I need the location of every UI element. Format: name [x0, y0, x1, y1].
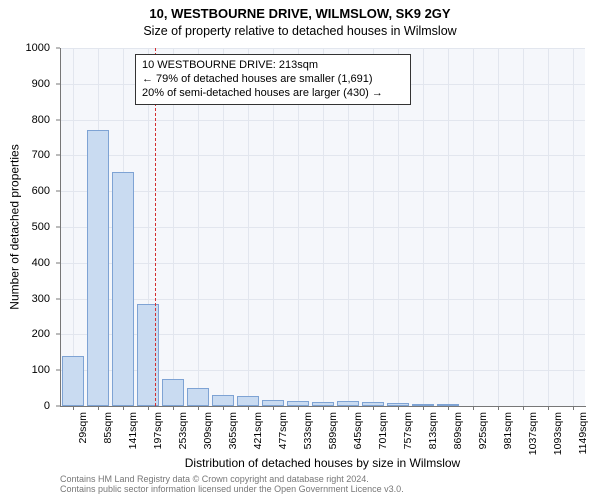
x-tick-label: 925sqm: [477, 412, 489, 449]
y-tick-label: 600: [0, 185, 50, 197]
annotation-box: 10 WESTBOURNE DRIVE: 213sqm← 79% of deta…: [135, 54, 411, 105]
y-tick-label: 400: [0, 257, 50, 269]
histogram-bar: [187, 388, 209, 406]
histogram-bar: [162, 379, 184, 406]
histogram-bar: [62, 356, 84, 406]
x-tick-label: 701sqm: [377, 412, 389, 449]
x-tick-label: 421sqm: [252, 412, 264, 449]
chart-container: 10, WESTBOURNE DRIVE, WILMSLOW, SK9 2GY …: [0, 0, 600, 500]
x-tick-label: 869sqm: [452, 412, 464, 449]
x-tick-label: 589sqm: [327, 412, 339, 449]
histogram-bar: [87, 130, 109, 406]
y-tick-label: 300: [0, 293, 50, 305]
y-tick-label: 200: [0, 328, 50, 340]
x-tick-label: 309sqm: [202, 412, 214, 449]
y-tick-label: 100: [0, 364, 50, 376]
x-tick-label: 757sqm: [402, 412, 414, 449]
x-tick-label: 813sqm: [427, 412, 439, 449]
x-tick-label: 141sqm: [127, 412, 139, 449]
histogram-bar: [212, 395, 234, 406]
plot-area: 10 WESTBOURNE DRIVE: 213sqm← 79% of deta…: [60, 48, 585, 406]
y-tick-label: 1000: [0, 42, 50, 54]
x-tick-label: 533sqm: [302, 412, 314, 449]
x-tick-label: 197sqm: [152, 412, 164, 449]
y-tick-label: 700: [0, 149, 50, 161]
y-tick-label: 900: [0, 78, 50, 90]
x-tick-label: 645sqm: [352, 412, 364, 449]
x-tick-label: 981sqm: [502, 412, 514, 449]
y-axis-ticks: 01002003004005006007008009001000: [0, 48, 56, 406]
histogram-bar: [112, 172, 134, 406]
x-tick-label: 1149sqm: [577, 412, 589, 454]
x-tick-label: 1037sqm: [527, 412, 539, 455]
x-axis-label: Distribution of detached houses by size …: [60, 456, 585, 470]
y-tick-label: 500: [0, 221, 50, 233]
x-tick-label: 253sqm: [177, 412, 189, 449]
x-tick-label: 29sqm: [77, 412, 89, 444]
y-tick-label: 800: [0, 114, 50, 126]
x-tick-label: 365sqm: [227, 412, 239, 449]
x-tick-label: 477sqm: [277, 412, 289, 449]
attribution-text: Contains HM Land Registry data © Crown c…: [60, 474, 585, 495]
x-tick-label: 85sqm: [102, 412, 114, 444]
x-tick-label: 1093sqm: [552, 412, 564, 455]
chart-subtitle: Size of property relative to detached ho…: [0, 24, 600, 38]
y-tick-label: 0: [0, 400, 50, 412]
histogram-bar: [237, 396, 259, 406]
chart-title-address: 10, WESTBOURNE DRIVE, WILMSLOW, SK9 2GY: [0, 6, 600, 21]
